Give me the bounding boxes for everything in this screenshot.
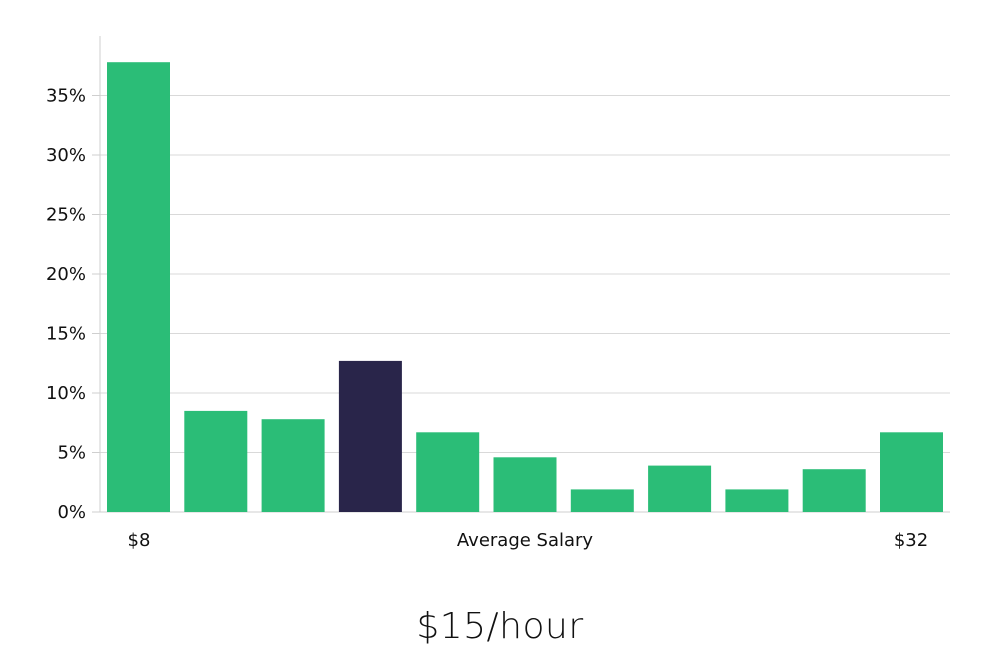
bar-highlighted <box>338 360 402 512</box>
salary-headline: $15/hour <box>416 606 584 647</box>
bar <box>570 489 634 512</box>
bar <box>184 410 248 512</box>
bars <box>107 62 943 512</box>
bar <box>880 432 943 512</box>
x-start-label: $8 <box>128 530 151 551</box>
y-tick-label: 15% <box>46 324 86 345</box>
bar <box>107 62 170 512</box>
x-end-label: $32 <box>894 530 928 551</box>
bar <box>648 465 712 512</box>
bar <box>261 419 325 512</box>
bar <box>802 469 866 512</box>
y-tick-label: 30% <box>46 145 86 166</box>
x-axis-title: Average Salary <box>457 530 594 551</box>
y-tick-label: 35% <box>46 86 86 107</box>
y-tick-label: 20% <box>46 264 86 285</box>
salary-histogram: 0% 5% 10% 15% 20% 25% 30% 35% $8 Average Salary… <box>46 36 950 551</box>
tick-labels: 0% 5% 10% 15% 20% 25% 30% 35% <box>46 86 86 524</box>
bar <box>416 432 480 512</box>
y-tick-label: 5% <box>57 443 86 464</box>
y-tick-label: 25% <box>46 205 86 226</box>
grid-lines <box>100 95 950 453</box>
y-tick-label: 10% <box>46 383 86 404</box>
y-tick-label: 0% <box>57 502 86 523</box>
bar <box>493 457 557 512</box>
bar <box>725 489 789 512</box>
